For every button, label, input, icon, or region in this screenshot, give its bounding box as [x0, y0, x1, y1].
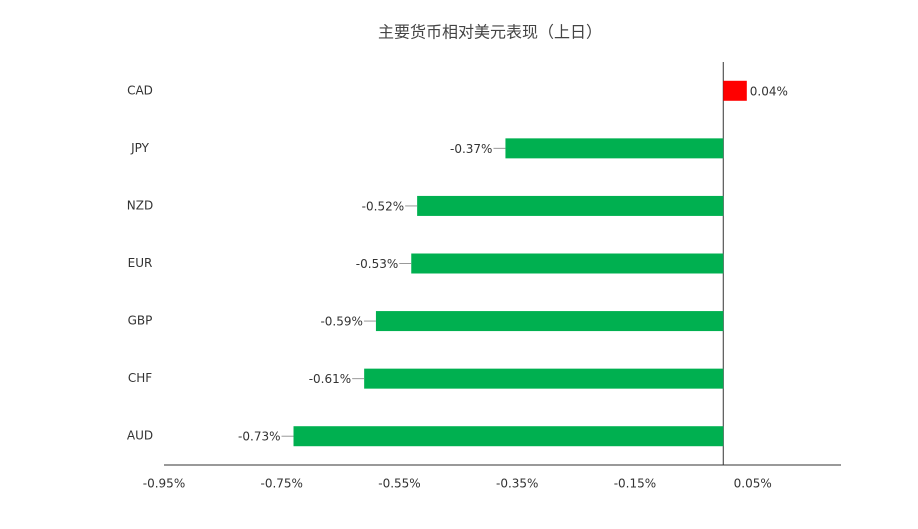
data-label: -0.52%	[362, 199, 404, 213]
bar	[411, 253, 724, 274]
bar	[723, 80, 747, 101]
x-tick-label: 0.05%	[734, 477, 772, 491]
bar	[375, 311, 724, 332]
y-tick-label: AUD	[127, 429, 153, 443]
y-tick-label: GBP	[128, 314, 153, 328]
x-tick-label: -0.15%	[614, 477, 656, 491]
data-label: -0.53%	[356, 257, 398, 271]
data-label: -0.73%	[238, 430, 280, 444]
data-label: -0.59%	[320, 315, 362, 329]
x-tick-label: -0.95%	[143, 477, 185, 491]
bar	[417, 195, 724, 216]
bar	[364, 368, 724, 389]
data-label: -0.61%	[309, 372, 351, 386]
x-tick-label: -0.55%	[378, 477, 420, 491]
data-label: 0.04%	[750, 84, 788, 98]
x-tick-label: -0.75%	[261, 477, 303, 491]
bar	[505, 138, 724, 159]
data-label: -0.37%	[450, 142, 492, 156]
y-tick-label: JPY	[130, 141, 150, 155]
y-tick-label: NZD	[127, 198, 153, 212]
chart-title: 主要货币相对美元表现（上日）	[378, 23, 602, 42]
y-tick-label: EUR	[128, 256, 153, 270]
bar	[293, 426, 724, 447]
x-tick-label: -0.35%	[496, 477, 538, 491]
y-tick-label: CHF	[128, 371, 152, 385]
y-tick-label: CAD	[127, 83, 153, 97]
